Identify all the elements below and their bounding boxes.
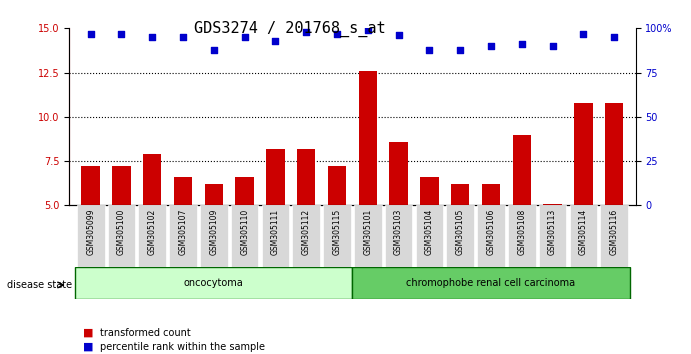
Bar [236,177,254,205]
Bar [543,204,562,205]
Text: GSM305111: GSM305111 [271,209,280,255]
Point [609,34,620,40]
Bar [574,103,593,205]
FancyBboxPatch shape [415,205,443,267]
Bar [297,149,316,205]
Text: GSM305110: GSM305110 [240,209,249,255]
Text: chromophobe renal cell carcinoma: chromophobe renal cell carcinoma [406,278,576,288]
Bar [328,166,346,205]
FancyBboxPatch shape [600,205,628,267]
Point [85,31,96,36]
Bar [359,71,377,205]
FancyBboxPatch shape [75,267,352,299]
Point [547,43,558,49]
Text: GSM305116: GSM305116 [609,209,618,255]
Point [486,43,497,49]
Point [239,34,250,40]
FancyBboxPatch shape [108,205,135,267]
Text: GSM305115: GSM305115 [332,209,341,255]
Text: GSM305101: GSM305101 [363,209,372,255]
FancyBboxPatch shape [446,205,474,267]
FancyBboxPatch shape [231,205,258,267]
Point [578,31,589,36]
Bar [605,103,623,205]
Text: GSM305106: GSM305106 [486,209,495,255]
Text: percentile rank within the sample: percentile rank within the sample [100,342,265,352]
Point [516,41,527,47]
FancyBboxPatch shape [539,205,567,267]
Text: GSM305109: GSM305109 [209,209,218,255]
Bar [482,184,500,205]
FancyBboxPatch shape [569,205,597,267]
Text: GSM305102: GSM305102 [148,209,157,255]
Point [178,34,189,40]
Point [301,29,312,35]
Bar [112,166,131,205]
Text: disease state: disease state [7,280,72,290]
Bar [205,184,223,205]
Bar [143,154,162,205]
Text: GSM305108: GSM305108 [518,209,527,255]
Text: transformed count: transformed count [100,328,191,338]
Point [455,47,466,52]
Point [270,38,281,44]
Point [393,33,404,38]
FancyBboxPatch shape [508,205,536,267]
Text: GSM305099: GSM305099 [86,209,95,255]
Bar [174,177,192,205]
Point [116,31,127,36]
FancyBboxPatch shape [262,205,290,267]
Bar [451,184,469,205]
Text: GSM305113: GSM305113 [548,209,557,255]
FancyBboxPatch shape [200,205,228,267]
Text: GSM305105: GSM305105 [455,209,464,255]
FancyBboxPatch shape [292,205,320,267]
FancyBboxPatch shape [385,205,413,267]
Text: GSM305100: GSM305100 [117,209,126,255]
Text: GSM305103: GSM305103 [394,209,403,255]
Text: GDS3274 / 201768_s_at: GDS3274 / 201768_s_at [194,21,386,38]
Bar [513,135,531,205]
Bar [389,142,408,205]
Bar [266,149,285,205]
Point [332,31,343,36]
Text: GSM305114: GSM305114 [579,209,588,255]
Point [208,47,219,52]
FancyBboxPatch shape [352,267,630,299]
Text: oncocytoma: oncocytoma [184,278,244,288]
Bar [420,177,439,205]
Text: GSM305104: GSM305104 [425,209,434,255]
Point [362,27,373,33]
FancyBboxPatch shape [138,205,166,267]
Point [424,47,435,52]
FancyBboxPatch shape [354,205,381,267]
Text: ■: ■ [83,328,93,338]
Text: GSM305112: GSM305112 [302,209,311,255]
Text: ■: ■ [83,342,93,352]
Bar [82,166,100,205]
FancyBboxPatch shape [477,205,505,267]
FancyBboxPatch shape [323,205,351,267]
FancyBboxPatch shape [77,205,104,267]
Point [146,34,158,40]
FancyBboxPatch shape [169,205,197,267]
Text: GSM305107: GSM305107 [178,209,187,255]
